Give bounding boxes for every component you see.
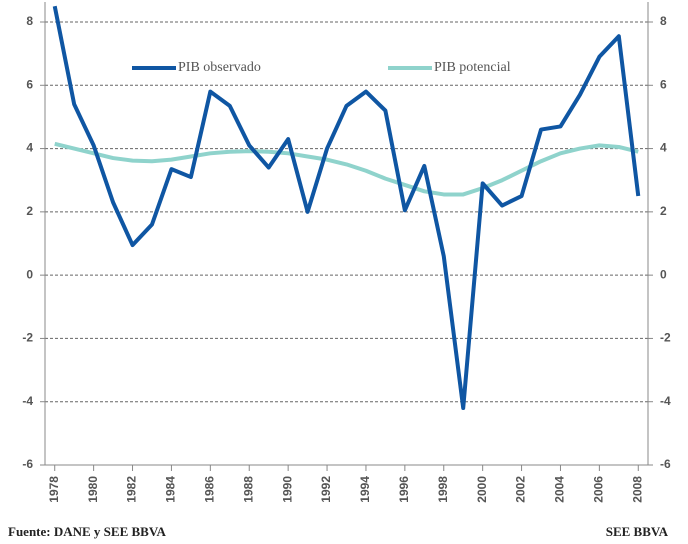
x-tick-label: 1988 [241, 476, 255, 503]
y-tick-label: 0 [26, 267, 33, 281]
legend-label: PIB observado [178, 60, 261, 75]
credit: SEE BBVA [606, 524, 669, 539]
x-tick-label: 2000 [475, 476, 489, 503]
y2-tick-label: 0 [660, 267, 667, 281]
x-tick-label: 1990 [280, 476, 294, 503]
y-tick-label: -4 [22, 394, 33, 408]
series-line [52, 5, 641, 411]
x-tick-label: 1996 [397, 476, 411, 503]
source: Fuente: DANE y SEE BBVA [8, 524, 167, 539]
y2-tick-label: -6 [660, 457, 671, 471]
x-tick-label: 1982 [125, 476, 139, 503]
y-tick-label: 8 [26, 14, 33, 28]
y2-tick-label: 2 [660, 204, 667, 218]
y-tick-label: 6 [26, 77, 33, 91]
x-tick-label: 2006 [592, 476, 606, 503]
x-tick-label: 1978 [47, 476, 61, 503]
x-tick-label: 1992 [319, 476, 333, 503]
x-tick-label: 2008 [630, 476, 644, 503]
x-tick-label: 1998 [436, 476, 450, 503]
x-tick-label: 2004 [553, 476, 567, 503]
y2-tick-label: 4 [660, 141, 667, 155]
y2-tick-label: 6 [660, 77, 667, 91]
x-tick-label: 1986 [203, 476, 217, 503]
series-line [54, 141, 639, 197]
legend-label: PIB potencial [434, 60, 511, 75]
x-tick-label: 1994 [358, 476, 372, 503]
y-tick-label: 2 [26, 204, 33, 218]
x-tick-label: 1980 [86, 476, 100, 503]
x-tick-label: 1984 [164, 476, 178, 503]
y-tick-label: -2 [22, 331, 33, 345]
y2-tick-label: -4 [660, 394, 671, 408]
y-tick-label: 4 [26, 141, 33, 155]
y2-tick-label: -2 [660, 331, 671, 345]
y-tick-label: -6 [22, 457, 33, 471]
x-tick-label: 2002 [514, 476, 528, 503]
y2-tick-label: 8 [660, 14, 667, 28]
